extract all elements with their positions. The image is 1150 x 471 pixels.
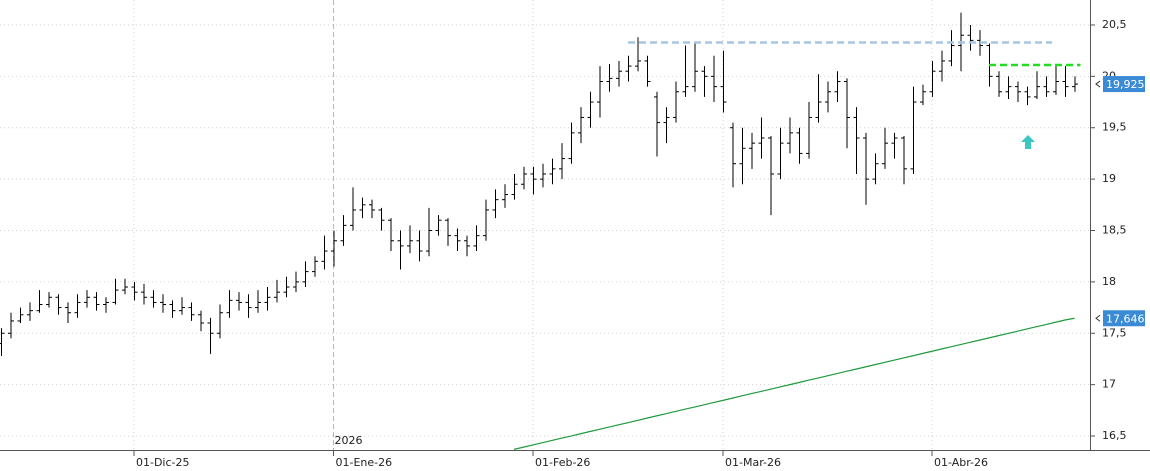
y-tick-label: 17 — [1102, 378, 1116, 391]
year-label: 2026 — [335, 434, 363, 447]
price-label: 17,646 — [1106, 312, 1145, 325]
x-tick-label: 01-Abr-26 — [934, 456, 988, 469]
y-tick-label: 18 — [1102, 275, 1116, 288]
price-label-box — [1103, 76, 1145, 93]
y-tick-label: 20,5 — [1102, 18, 1127, 31]
price-pointer — [1095, 80, 1101, 88]
y-tick-label: 17,5 — [1102, 326, 1127, 339]
x-tick-label: 01-Mar-26 — [725, 456, 781, 469]
price-label: 19,925 — [1106, 78, 1145, 91]
x-tick-label: 01-Dic-25 — [136, 456, 190, 469]
y-tick-label: 16,5 — [1102, 429, 1127, 442]
x-tick-label: 01-Ene-26 — [336, 456, 393, 469]
y-tick-label: 18,5 — [1102, 223, 1127, 236]
y-tick-label: 19 — [1102, 172, 1116, 185]
price-pointer — [1095, 314, 1101, 322]
moving-average-line — [513, 317, 1075, 450]
x-tick-label: 01-Feb-26 — [535, 456, 590, 469]
y-tick-label: 19,5 — [1102, 121, 1127, 134]
price-label-box — [1103, 310, 1145, 327]
up-arrow — [1021, 135, 1035, 149]
